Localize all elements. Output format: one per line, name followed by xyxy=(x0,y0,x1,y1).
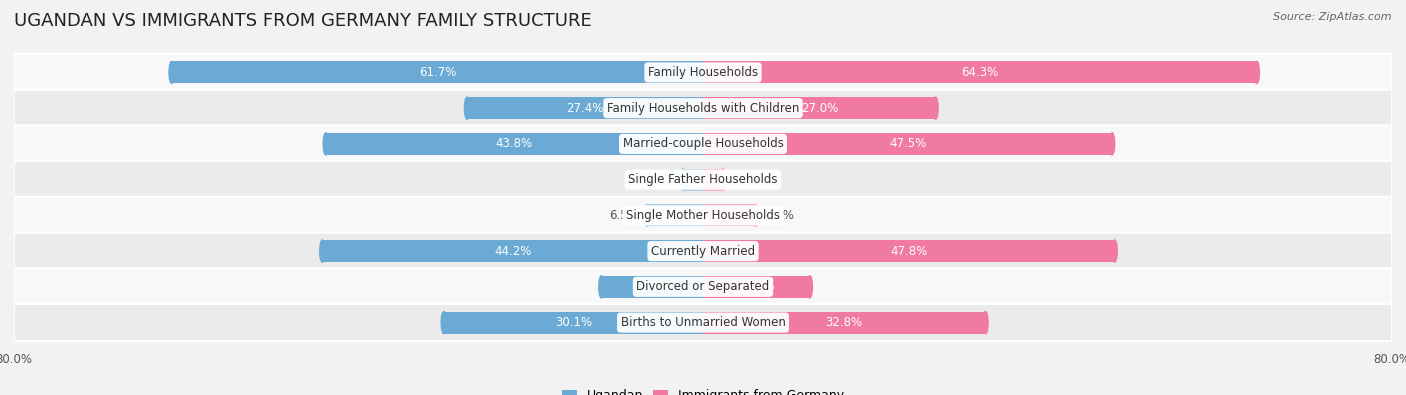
Bar xyxy=(703,169,723,191)
Text: 47.5%: 47.5% xyxy=(889,137,927,150)
Text: 2.3%: 2.3% xyxy=(645,173,675,186)
Bar xyxy=(703,133,1112,155)
FancyBboxPatch shape xyxy=(14,90,1392,127)
FancyBboxPatch shape xyxy=(14,304,1392,341)
Ellipse shape xyxy=(934,97,938,119)
Text: Single Mother Households: Single Mother Households xyxy=(626,209,780,222)
Text: 43.8%: 43.8% xyxy=(496,137,533,150)
Ellipse shape xyxy=(1112,240,1118,262)
Text: 27.0%: 27.0% xyxy=(800,102,838,115)
Ellipse shape xyxy=(1109,133,1115,155)
Ellipse shape xyxy=(983,312,988,334)
Bar xyxy=(703,204,755,226)
Bar xyxy=(647,204,703,226)
Text: 2.3%: 2.3% xyxy=(731,173,761,186)
Text: 12.4%: 12.4% xyxy=(738,280,775,293)
Text: 47.8%: 47.8% xyxy=(890,245,928,258)
Ellipse shape xyxy=(807,276,813,298)
Text: 30.1%: 30.1% xyxy=(555,316,592,329)
Text: Divorced or Separated: Divorced or Separated xyxy=(637,280,769,293)
Ellipse shape xyxy=(599,276,605,298)
Bar xyxy=(703,276,810,298)
Text: Births to Unmarried Women: Births to Unmarried Women xyxy=(620,316,786,329)
Text: 44.2%: 44.2% xyxy=(494,245,531,258)
Text: Family Households with Children: Family Households with Children xyxy=(607,102,799,115)
FancyBboxPatch shape xyxy=(14,125,1392,162)
Text: 32.8%: 32.8% xyxy=(825,316,863,329)
Ellipse shape xyxy=(720,169,725,191)
Bar xyxy=(444,312,703,334)
Bar xyxy=(326,133,703,155)
Ellipse shape xyxy=(169,61,174,83)
Ellipse shape xyxy=(752,204,758,226)
Bar xyxy=(602,276,703,298)
FancyBboxPatch shape xyxy=(14,54,1392,91)
Bar xyxy=(467,97,703,119)
Legend: Ugandan, Immigrants from Germany: Ugandan, Immigrants from Germany xyxy=(557,384,849,395)
Bar xyxy=(703,312,986,334)
Text: UGANDAN VS IMMIGRANTS FROM GERMANY FAMILY STRUCTURE: UGANDAN VS IMMIGRANTS FROM GERMANY FAMIL… xyxy=(14,12,592,30)
Text: 61.7%: 61.7% xyxy=(419,66,456,79)
Bar xyxy=(703,61,1257,83)
Text: Currently Married: Currently Married xyxy=(651,245,755,258)
Ellipse shape xyxy=(319,240,325,262)
Text: Single Father Households: Single Father Households xyxy=(628,173,778,186)
Bar xyxy=(703,240,1115,262)
Bar xyxy=(703,97,935,119)
Ellipse shape xyxy=(1254,61,1260,83)
FancyBboxPatch shape xyxy=(14,161,1392,198)
Ellipse shape xyxy=(464,97,470,119)
Bar xyxy=(683,169,703,191)
Text: 64.3%: 64.3% xyxy=(962,66,998,79)
Ellipse shape xyxy=(441,312,447,334)
Bar xyxy=(322,240,703,262)
Text: 27.4%: 27.4% xyxy=(567,102,603,115)
Text: Source: ZipAtlas.com: Source: ZipAtlas.com xyxy=(1274,12,1392,22)
FancyBboxPatch shape xyxy=(14,233,1392,270)
Text: 6.1%: 6.1% xyxy=(763,209,794,222)
Text: Family Households: Family Households xyxy=(648,66,758,79)
Ellipse shape xyxy=(323,133,329,155)
Bar xyxy=(172,61,703,83)
FancyBboxPatch shape xyxy=(14,268,1392,305)
Text: Married-couple Households: Married-couple Households xyxy=(623,137,783,150)
Text: 6.5%: 6.5% xyxy=(609,209,638,222)
Ellipse shape xyxy=(644,204,650,226)
Text: 11.8%: 11.8% xyxy=(634,280,671,293)
Ellipse shape xyxy=(681,169,686,191)
FancyBboxPatch shape xyxy=(14,197,1392,234)
